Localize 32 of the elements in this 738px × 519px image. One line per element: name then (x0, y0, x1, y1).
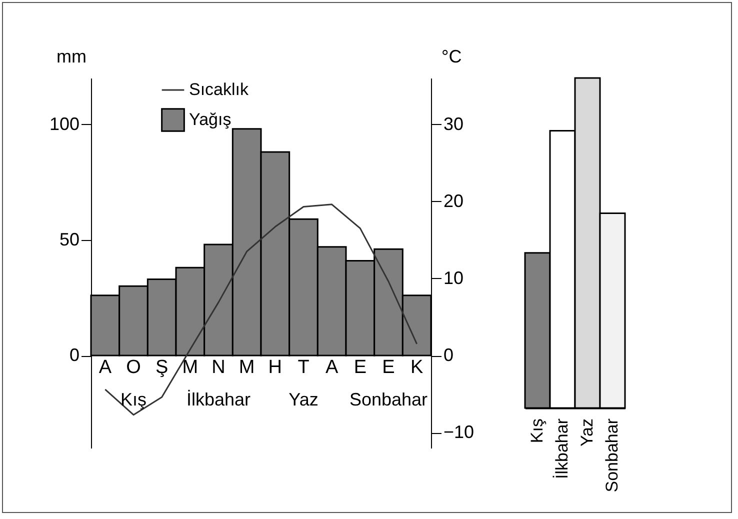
x-tick-label: N (212, 357, 226, 378)
x-tick-label: H (268, 357, 282, 378)
annotation: Sonbahar (349, 390, 428, 410)
x-tick-label: A (98, 357, 112, 378)
y-tick-label: 0 (69, 345, 80, 365)
y2-axis-title: °C (442, 46, 462, 66)
y-tick-label: 50 (59, 229, 80, 250)
legend-label: Sıcaklık (189, 80, 250, 99)
legend-label: Yağış (189, 110, 232, 129)
x-tick-label: Ş (155, 357, 168, 378)
x-tick-label: T (298, 357, 310, 378)
x-tick-label: A (325, 357, 338, 378)
y2-tick-label: 10 (444, 268, 464, 288)
x-tick-label: K (410, 357, 424, 378)
x-tick-label: Yaz (578, 418, 596, 447)
y-tick-label: 100 (49, 114, 80, 134)
x-tick-label: Kış (528, 418, 546, 444)
y-axis-title: mm (56, 46, 86, 66)
annotation: İlkbahar (186, 390, 251, 410)
y2-tick-label: 0 (444, 345, 454, 365)
x-tick-label: E (354, 357, 367, 378)
x-tick-label: E (382, 357, 395, 378)
annotation: Kış (120, 390, 147, 410)
x-tick-label: M (238, 357, 255, 378)
x-tick-label: O (126, 357, 141, 378)
x-tick-label: Sonbahar (602, 418, 622, 492)
y2-tick-label: 30 (444, 114, 464, 134)
y2-tick-label: 20 (444, 190, 464, 211)
x-tick-label: İlkbahar (552, 418, 572, 479)
x-tick-label: M (182, 357, 198, 378)
annotation: Yaz (288, 390, 318, 410)
y2-tick-label: −10 (444, 422, 474, 442)
